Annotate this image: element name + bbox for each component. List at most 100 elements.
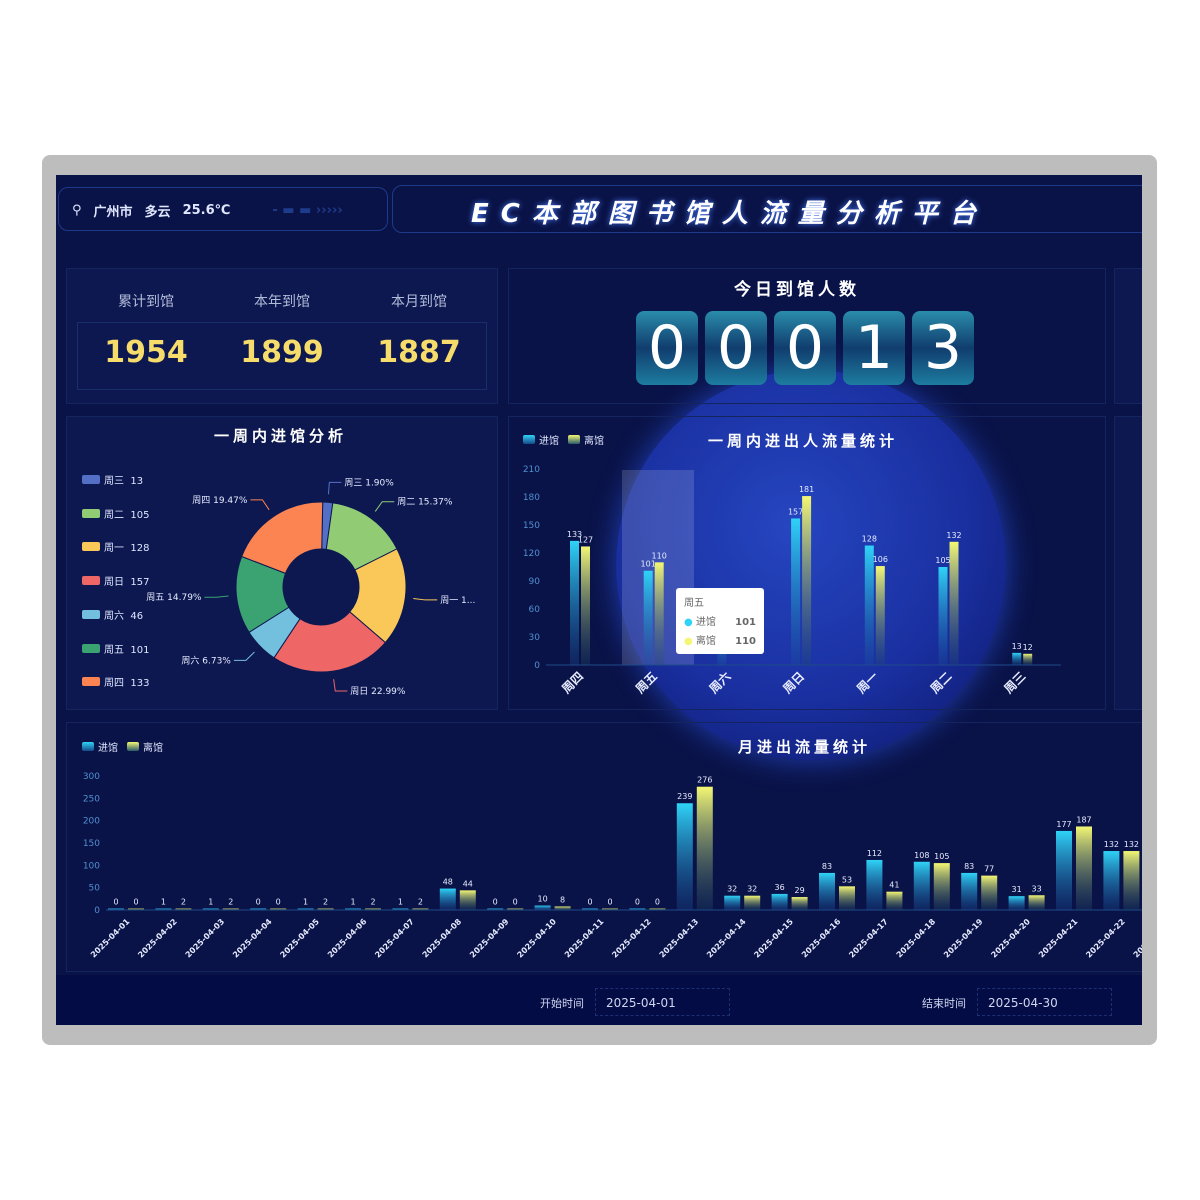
bar-value-label: 2 — [181, 898, 186, 907]
start-date-input[interactable]: 2025-04-01 — [595, 988, 730, 1016]
bar-value-label: 8 — [560, 895, 565, 904]
tooltip-value: 101 — [735, 617, 756, 628]
x-tick-label: 2025-04-07 — [373, 917, 416, 960]
map-pin-icon: ⚲ — [72, 203, 82, 218]
bar-enter — [629, 908, 646, 910]
bar-value-label: 53 — [842, 875, 852, 884]
bar-enter — [487, 908, 504, 910]
legend-item-exit[interactable]: 离馆 — [127, 739, 163, 754]
bar-value-label: 187 — [1076, 815, 1091, 824]
bar-enter — [913, 861, 930, 910]
bar-value-label: 13 — [1012, 642, 1022, 651]
bar-exit — [270, 908, 287, 910]
weekly-bar-title: 一周内进出人流量统计 — [708, 432, 899, 450]
bar-exit — [1076, 826, 1092, 910]
bar-value-label: 106 — [873, 555, 888, 564]
bar-exit — [459, 890, 476, 910]
legend-swatch — [127, 742, 139, 751]
bar-exit — [1028, 895, 1045, 910]
legend-label: 离馆 — [584, 436, 604, 447]
bar-value-label: 105 — [935, 556, 950, 565]
bar-enter — [819, 872, 835, 910]
bar-value-label: 41 — [889, 881, 899, 890]
bar-exit — [696, 786, 713, 910]
bar-value-label: 44 — [463, 879, 473, 888]
page-title: EC本部图书馆人流量分析平台 — [471, 199, 988, 229]
y-tick-label: 0 — [94, 906, 100, 916]
y-tick-label: 100 — [83, 861, 100, 871]
bar-value-label: 105 — [934, 852, 949, 861]
bar-exit — [1023, 653, 1033, 665]
today-digit: 0 — [705, 311, 767, 385]
bar-value-label: 132 — [946, 531, 961, 540]
bar-enter — [392, 908, 409, 910]
legend-item-6[interactable]: 周四 133 — [82, 674, 149, 689]
bar-value-label: 1 — [208, 898, 213, 907]
legend-item-enter[interactable]: 进馆 — [82, 739, 118, 754]
legend-item-4[interactable]: 周六 46 — [82, 607, 143, 622]
bar-value-label: 31 — [1012, 885, 1022, 894]
bar-value-label: 83 — [964, 862, 974, 871]
bar-enter — [724, 895, 741, 910]
bar-enter — [582, 908, 598, 910]
bar-exit — [175, 908, 192, 910]
stat-value-year: 1899 — [240, 335, 324, 370]
bar-exit — [365, 908, 381, 910]
legend-swatch — [82, 677, 100, 687]
stats-inner-frame — [77, 322, 487, 390]
stat-value-total: 1954 — [104, 335, 188, 370]
legend-item-1[interactable]: 周二 105 — [82, 506, 149, 521]
bar-enter — [938, 567, 948, 665]
end-date-input[interactable]: 2025-04-30 — [977, 988, 1112, 1016]
pie-label: 周二 15.37% — [397, 497, 453, 508]
legend-item-5[interactable]: 周五 101 — [82, 641, 149, 656]
stat-label-month: 本月到馆 — [391, 294, 447, 310]
pie-label-line — [327, 481, 342, 495]
x-tick-label: 2025-04-15 — [752, 917, 795, 960]
bar-exit — [802, 496, 812, 665]
bar-enter — [534, 905, 551, 910]
bar-exit — [875, 566, 885, 665]
bar-value-label: 0 — [276, 898, 281, 907]
bar-value-label: 32 — [727, 885, 737, 894]
bar-exit — [649, 908, 666, 910]
bar-enter — [1103, 851, 1120, 910]
x-tick-label: 2025-04-01 — [89, 917, 132, 960]
y-tick-label: 210 — [523, 465, 540, 475]
pie-slice — [349, 548, 407, 644]
y-tick-label: 300 — [83, 772, 100, 782]
bar-value-label: 12 — [1023, 643, 1033, 652]
pie-label-line — [250, 499, 270, 511]
bar-value-label: 132 — [1104, 840, 1119, 849]
legend-item-enter[interactable]: 进馆 — [523, 432, 559, 447]
weather-info: ⚲ 广州市 多云 25.6℃ - ▬ ▬ ››››› — [72, 201, 343, 220]
legend-label: 周二 105 — [104, 509, 150, 521]
bar-enter — [866, 859, 883, 910]
bar-enter — [108, 908, 124, 910]
bar-exit — [412, 908, 429, 910]
bar-value-label: 0 — [607, 898, 612, 907]
x-tick-label: 2025-04-05 — [278, 917, 321, 960]
bar-enter — [676, 803, 693, 910]
pie-label-line — [204, 595, 229, 598]
weekly-flow-panel — [508, 416, 1106, 710]
legend-item-3[interactable]: 周日 157 — [82, 573, 149, 588]
bar-exit — [839, 886, 855, 910]
weather: 多云 — [144, 205, 171, 220]
bar-value-label: 2 — [228, 898, 233, 907]
bar-exit — [222, 908, 239, 910]
tooltip-title: 周五 — [684, 598, 704, 609]
legend-item-2[interactable]: 周一 128 — [82, 539, 149, 554]
bar-enter — [155, 908, 172, 910]
legend-item-0[interactable]: 周三 13 — [82, 472, 143, 487]
bar-value-label: 0 — [113, 898, 118, 907]
bar-enter — [791, 518, 801, 665]
x-tick-label: 2025-04-18 — [895, 917, 938, 960]
start-time-label: 开始时间 — [540, 997, 584, 1010]
pie-slice — [241, 501, 324, 575]
bar-value-label: 177 — [1056, 820, 1071, 829]
legend-swatch — [82, 508, 100, 518]
legend-label: 离馆 — [143, 743, 163, 754]
legend-item-exit[interactable]: 离馆 — [568, 432, 604, 447]
x-tick-label: 2025-04-17 — [847, 917, 890, 960]
